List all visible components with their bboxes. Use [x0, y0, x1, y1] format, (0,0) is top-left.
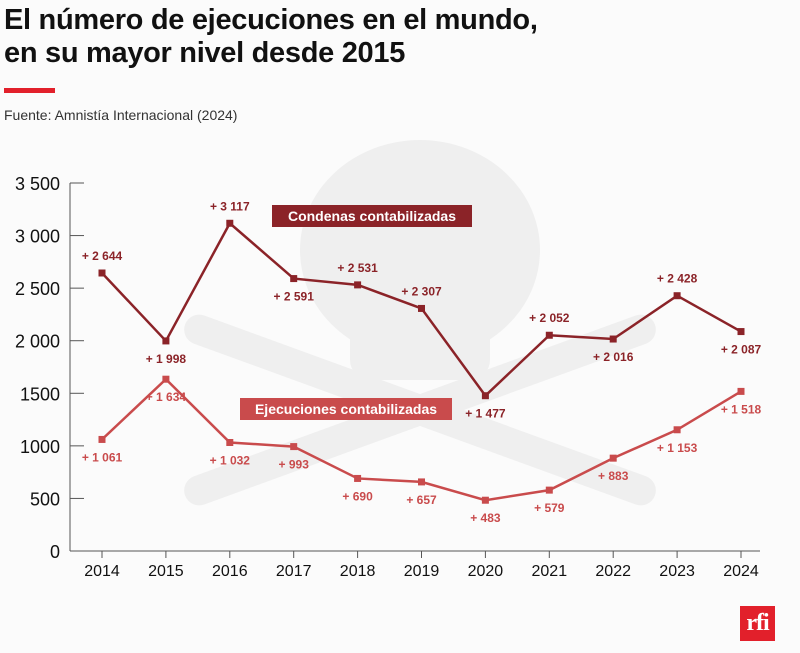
data-point [354, 474, 362, 482]
data-label: + 1 477 [465, 407, 506, 421]
x-tick-label: 2019 [404, 563, 440, 580]
data-point [737, 387, 745, 395]
data-label: + 1 518 [721, 402, 762, 416]
x-tick-label: 2023 [659, 563, 695, 580]
data-point [98, 435, 106, 443]
x-tick-label: 2016 [212, 563, 248, 580]
data-point [609, 454, 617, 462]
x-tick-label: 2021 [532, 563, 568, 580]
data-point [354, 281, 362, 289]
y-tick-label: 1000 [20, 437, 60, 457]
data-label: + 993 [279, 458, 310, 472]
y-tick-label: 1500 [20, 384, 60, 404]
skull-watermark [184, 140, 656, 506]
data-label: + 1 032 [210, 453, 251, 467]
data-point [226, 219, 234, 227]
data-point [609, 335, 617, 343]
data-point [545, 486, 553, 494]
data-label: + 579 [534, 501, 565, 515]
x-tick-label: 2020 [468, 563, 504, 580]
data-label: + 2 087 [721, 343, 762, 357]
data-label: + 2 644 [82, 249, 123, 263]
title-line-1: El número de ejecuciones en el mundo, [4, 4, 538, 36]
y-tick-label: 0 [50, 542, 60, 562]
data-point [481, 392, 489, 400]
x-tick-label: 2017 [276, 563, 312, 580]
data-point [737, 328, 745, 336]
data-point [162, 375, 170, 383]
data-point [673, 426, 681, 434]
data-label: + 483 [470, 511, 501, 525]
series-label-box [272, 205, 472, 227]
data-point [673, 292, 681, 300]
y-tick-label: 2 500 [15, 279, 60, 299]
data-label: + 690 [342, 489, 373, 503]
y-tick-label: 500 [30, 489, 60, 509]
data-label: + 3 117 [210, 199, 250, 213]
x-tick-label: 2022 [595, 563, 631, 580]
data-point [481, 496, 489, 504]
data-label: + 2 591 [274, 290, 315, 304]
rfi-logo: rfi [740, 606, 775, 641]
series-label-box [240, 398, 452, 420]
accent-rule [4, 88, 55, 93]
data-label: + 1 061 [82, 450, 123, 464]
y-tick-label: 3 000 [15, 227, 60, 247]
x-tick-label: 2024 [723, 563, 759, 580]
data-label: + 2 307 [401, 284, 442, 298]
title-line-2: en su mayor nivel desde 2015 [4, 37, 406, 69]
x-tick-label: 2015 [148, 563, 184, 580]
data-label: + 2 428 [657, 272, 698, 286]
series-label: Ejecuciones contabilizadas [255, 401, 437, 417]
data-label: + 883 [598, 469, 629, 483]
data-point [545, 331, 553, 339]
data-point [98, 269, 106, 277]
series-label: Condenas contabilizadas [288, 208, 456, 224]
data-label: + 1 998 [146, 352, 187, 366]
x-tick-label: 2018 [340, 563, 376, 580]
data-label: + 2 016 [593, 350, 634, 364]
data-point [290, 275, 298, 283]
data-label: + 2 531 [337, 261, 378, 275]
source-note: Fuente: Amnistía Internacional (2024) [4, 107, 238, 123]
data-point [226, 438, 234, 446]
data-label: + 1 634 [146, 390, 187, 404]
chart-title: El número de ejecuciones en el mundo, en … [4, 4, 538, 70]
x-tick-label: 2014 [84, 563, 120, 580]
data-label: + 2 052 [529, 311, 570, 325]
data-point [418, 478, 425, 486]
data-label: + 657 [406, 493, 437, 507]
y-tick-label: 3 500 [15, 174, 60, 194]
data-point [418, 304, 425, 312]
y-tick-label: 2 000 [15, 332, 60, 352]
data-label: + 1 153 [657, 441, 698, 455]
data-point [162, 337, 170, 345]
data-point [290, 443, 298, 451]
